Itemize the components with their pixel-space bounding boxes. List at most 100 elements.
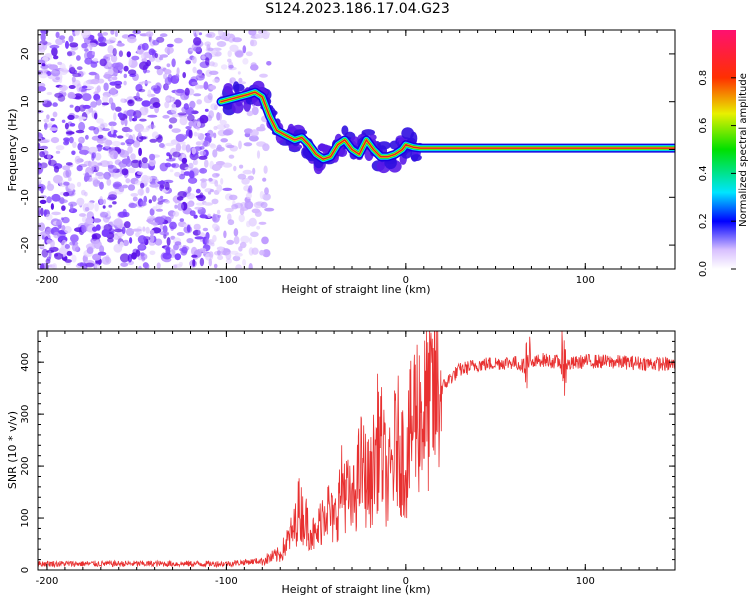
noise-blob (113, 112, 117, 121)
noise-blob (149, 153, 156, 161)
noise-blob (154, 238, 163, 246)
noise-blob (120, 262, 129, 267)
noise-blob (107, 68, 114, 76)
noise-blob (227, 213, 232, 221)
figure-title: S124.2023.186.17.04.G23 (265, 1, 450, 17)
noise-blob (55, 76, 60, 81)
noise-blob (262, 249, 271, 258)
noise-blob (250, 64, 259, 71)
noise-blob (189, 100, 196, 109)
noise-blob (242, 169, 253, 175)
noise-blob (123, 80, 127, 86)
noise-blob (141, 174, 150, 184)
noise-blob (102, 32, 109, 36)
noise-blob (235, 264, 242, 269)
noise-blob (91, 51, 95, 55)
noise-blob (131, 55, 140, 61)
noise-blob (39, 139, 50, 143)
noise-blob (69, 104, 74, 108)
noise-blob (48, 122, 53, 127)
noise-blob (108, 204, 113, 208)
noise-blob (75, 129, 85, 134)
noise-blob (260, 201, 268, 209)
noise-blob (69, 123, 76, 127)
noise-blob (188, 162, 194, 169)
noise-blob (61, 119, 66, 124)
noise-blob (40, 145, 48, 150)
noise-blob (110, 54, 118, 63)
noise-blob (46, 114, 50, 120)
noise-blob (99, 196, 104, 205)
noise-blob (46, 91, 53, 96)
noise-blob (192, 66, 197, 74)
noise-blob (196, 194, 206, 202)
noise-blob (198, 155, 208, 160)
noise-blob (38, 184, 46, 191)
spectrogram-xtick-label: 0 (403, 275, 409, 286)
noise-blob (59, 67, 69, 76)
noise-blob (136, 92, 140, 100)
noise-blob (76, 55, 81, 61)
noise-blob (170, 106, 177, 114)
noise-blob (175, 143, 182, 152)
noise-blob (124, 118, 128, 127)
noise-blob (54, 92, 64, 98)
noise-blob (55, 145, 65, 151)
noise-blob (207, 92, 213, 101)
noise-blob (65, 162, 73, 166)
noise-blob (62, 165, 70, 171)
noise-blob (188, 120, 194, 127)
noise-blob (145, 226, 150, 234)
noise-blob (44, 122, 48, 130)
noise-blob (102, 128, 110, 132)
noise-blob (173, 264, 178, 269)
spectrogram-xtick-label: -200 (36, 275, 59, 286)
snr-ytick-label: 100 (20, 508, 31, 527)
noise-blob (105, 139, 113, 146)
noise-blob (58, 247, 69, 255)
noise-blob (219, 162, 223, 168)
noise-blob (97, 36, 107, 44)
noise-blob (209, 85, 217, 90)
noise-blob (261, 31, 271, 37)
noise-blob (99, 181, 104, 190)
noise-blob (70, 203, 74, 212)
noise-blob (227, 219, 235, 226)
noise-blob (76, 83, 82, 93)
noise-blob (82, 93, 92, 102)
noise-blob (244, 200, 254, 210)
noise-blob (118, 50, 123, 57)
noise-blob (110, 146, 115, 152)
noise-blob (212, 78, 220, 84)
noise-blob (203, 81, 209, 90)
noise-blob (199, 150, 207, 156)
noise-blob (211, 198, 219, 205)
noise-blob (220, 64, 228, 70)
noise-blob (263, 165, 268, 174)
noise-blob (242, 259, 247, 266)
noise-blob (119, 253, 130, 263)
noise-blob (217, 30, 224, 37)
noise-blob (195, 188, 201, 194)
noise-blob (112, 201, 117, 205)
noise-blob (174, 204, 178, 209)
colorbar-tick-label: 0.6 (698, 118, 709, 134)
spectrogram-ylabel: Frequency (Hz) (6, 109, 19, 192)
noise-blob (148, 158, 156, 167)
noise-blob (148, 56, 156, 62)
noise-blob (91, 233, 102, 240)
noise-blob (239, 164, 244, 169)
noise-blob (74, 30, 80, 36)
noise-blob (233, 165, 237, 172)
noise-blob (238, 140, 242, 150)
noise-blob (199, 114, 209, 124)
noise-blob (147, 114, 158, 118)
spectrogram-xtick-label: 100 (576, 275, 595, 286)
noise-blob (127, 69, 137, 75)
noise-blob (74, 227, 84, 233)
noise-blob (119, 150, 129, 158)
noise-blob (101, 256, 112, 265)
noise-blob (43, 209, 47, 217)
noise-blob (66, 250, 73, 256)
